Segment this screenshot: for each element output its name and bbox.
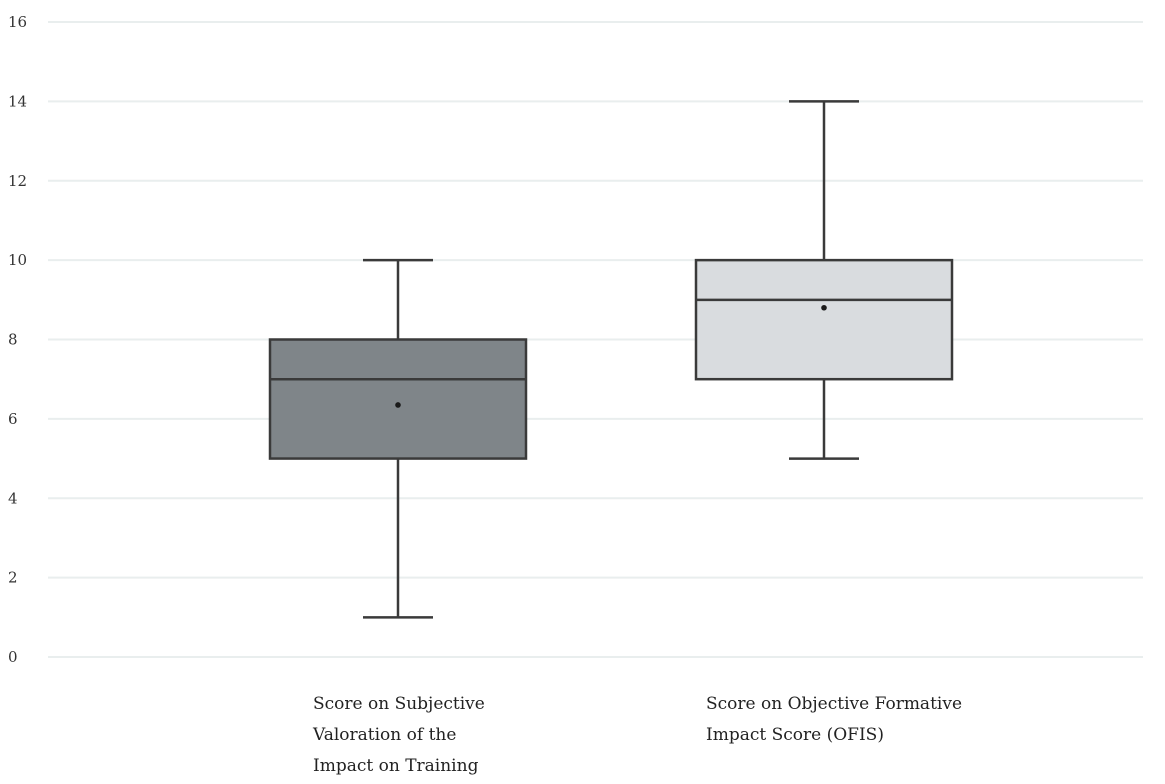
x-category-label-line: Impact Score (OFIS): [706, 725, 884, 745]
y-tick-label: 4: [8, 489, 18, 507]
y-tick-label: 0: [8, 648, 18, 666]
x-category-label-ofis: Score on Objective Formative Impact Score…: [706, 689, 962, 751]
x-category-label-line: Valoration of the: [313, 725, 457, 745]
y-tick-label: 14: [8, 92, 27, 110]
y-tick-label: 6: [8, 410, 18, 428]
mean-marker: [821, 304, 827, 311]
x-category-label-line: Score on Objective Formative: [706, 694, 963, 714]
y-tick-label: 16: [8, 13, 27, 31]
x-category-label-subjective: Score on Subjective Valoration of the Impa…: [313, 689, 485, 782]
y-tick-label: 2: [8, 569, 18, 587]
x-category-label-line: Impact on Training: [313, 756, 479, 776]
boxes: [268, 100, 954, 619]
x-category-label-line: Score on Subjective: [313, 694, 485, 714]
mean-marker: [395, 402, 401, 408]
y-tick-label: 8: [8, 331, 18, 349]
gridlines: [48, 21, 1143, 658]
y-tick-label: 12: [8, 172, 27, 190]
iqr-box: [694, 258, 954, 381]
y-tick-label: 10: [8, 251, 27, 269]
iqr-box: [268, 338, 528, 460]
y-axis: 0 2 4 6 8 10 12 14 16: [8, 13, 27, 666]
